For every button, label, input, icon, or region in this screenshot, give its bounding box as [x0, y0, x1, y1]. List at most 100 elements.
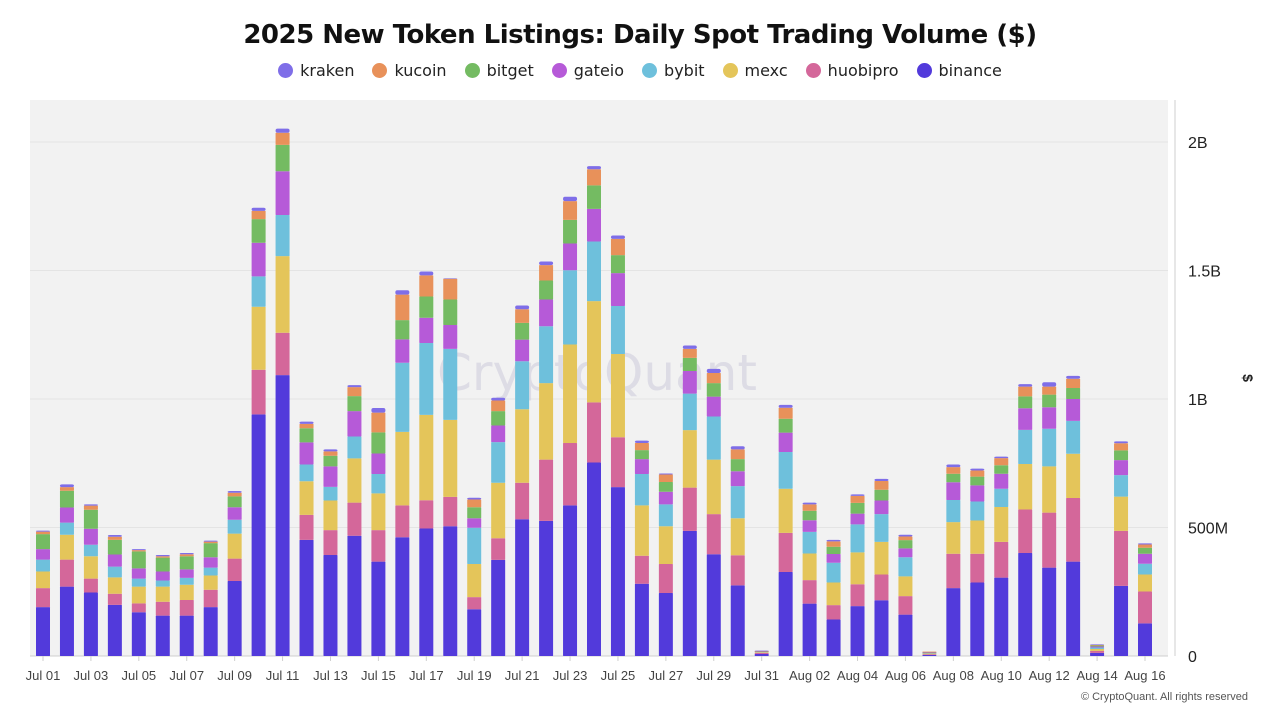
bar-segment-gateio — [131, 568, 146, 579]
bar-segment-kucoin — [730, 449, 745, 460]
bar-segment-mexc — [323, 500, 338, 531]
bar-segment-kucoin — [610, 238, 625, 256]
bar-segment-gateio — [682, 370, 697, 394]
bar-segment-huobipro — [443, 496, 458, 527]
bar-segment-binance — [251, 414, 266, 656]
legend-item-huobipro[interactable]: huobipro — [805, 61, 899, 80]
bar-segment-gateio — [563, 243, 578, 271]
bar-segment-mexc — [922, 653, 937, 655]
bar-segment-bitget — [275, 144, 290, 172]
bar-segment-binance — [275, 375, 290, 656]
bar-segment-bitget — [610, 255, 625, 274]
legend-label: bitget — [486, 61, 534, 80]
bar-segment-gateio — [1066, 399, 1081, 421]
chart-title: 2025 New Token Listings: Daily Spot Trad… — [243, 20, 1037, 50]
bar-segment-kucoin — [1138, 544, 1152, 548]
bar-segment-huobipro — [1090, 650, 1105, 653]
legend-item-bybit[interactable]: bybit — [642, 61, 705, 80]
bar-segment-huobipro — [1114, 530, 1129, 586]
bar-segment-binance — [994, 577, 1009, 656]
legend-item-binance[interactable]: binance — [916, 61, 1002, 80]
legend-swatch — [722, 63, 738, 78]
legend-item-bitget[interactable]: bitget — [464, 61, 534, 80]
bar-segment-huobipro — [682, 487, 697, 531]
bar-segment-binance — [1042, 567, 1057, 656]
y-tick-label: 2B — [1188, 135, 1208, 152]
bar-segment-huobipro — [539, 459, 554, 521]
bar-segment-bitget — [970, 476, 985, 486]
bar-segment-huobipro — [323, 530, 338, 555]
bar-segment-binance — [131, 612, 146, 656]
bar-segment-kucoin — [251, 210, 266, 220]
bar-segment-huobipro — [994, 541, 1009, 578]
bar-segment-kraken — [251, 207, 266, 211]
bar-segment-gateio — [1090, 646, 1105, 648]
bar-segment-kraken — [323, 449, 338, 452]
bar-segment-binance — [323, 554, 338, 656]
bar-segment-binance — [395, 537, 410, 656]
x-tick-label: Jul 23 — [553, 668, 588, 683]
bar-segment-mexc — [1018, 464, 1033, 510]
bar-segment-bybit — [994, 488, 1009, 507]
bar-segment-mexc — [802, 553, 817, 581]
bar-segment-bitget — [179, 556, 194, 570]
bar-segment-kraken — [515, 305, 530, 310]
bar-segment-bitget — [203, 543, 218, 558]
bar-segment-huobipro — [778, 532, 793, 572]
bar-segment-binance — [826, 619, 841, 656]
legend-swatch — [551, 63, 567, 78]
bar-segment-bybit — [539, 326, 554, 384]
bar-segment-kraken — [395, 290, 410, 295]
bar-segment-bitget — [131, 551, 146, 569]
bar-segment-kraken — [802, 502, 817, 505]
bar-segment-gateio — [970, 485, 985, 502]
legend-item-kraken[interactable]: kraken — [278, 61, 354, 80]
bar-segment-bybit — [467, 527, 482, 564]
bar-segment-huobipro — [107, 593, 122, 605]
bar-segment-gateio — [36, 549, 50, 560]
bar-segment-binance — [155, 615, 170, 656]
bar-segment-kucoin — [227, 492, 242, 497]
bar-segment-kucoin — [922, 651, 937, 653]
bar-segment-huobipro — [946, 553, 961, 589]
bar-segment-bitget — [491, 411, 506, 426]
bar-segment-kucoin — [59, 487, 74, 491]
bar-segment-bybit — [443, 348, 458, 420]
bar-segment-binance — [1066, 561, 1081, 656]
bar-segment-kucoin — [515, 309, 530, 323]
bar-segment-mexc — [826, 582, 841, 606]
bar-segment-binance — [754, 653, 769, 656]
bar-segment-bybit — [83, 544, 98, 557]
x-tick-label: Aug 02 — [789, 668, 830, 683]
y-tick-label: 1B — [1188, 392, 1208, 409]
bar-segment-kraken — [59, 484, 74, 488]
legend-item-gateio[interactable]: gateio — [551, 61, 624, 80]
bar-segment-kraken — [83, 504, 98, 506]
bar-segment-mexc — [874, 541, 889, 575]
bar-segment-mexc — [107, 577, 122, 594]
bar-segment-binance — [107, 604, 122, 656]
bar-segment-kraken — [658, 473, 673, 475]
bar-segment-bybit — [706, 416, 721, 460]
bar-segment-gateio — [203, 557, 218, 568]
bar-segment-binance — [850, 606, 865, 656]
bar-segment-gateio — [347, 411, 362, 437]
bar-segment-kraken — [419, 271, 434, 276]
bar-segment-huobipro — [395, 505, 410, 538]
legend-item-mexc[interactable]: mexc — [722, 61, 788, 80]
bar-segment-bitget — [83, 509, 98, 529]
bar-segment-kraken — [179, 552, 194, 555]
legend-item-kucoin[interactable]: kucoin — [372, 61, 447, 80]
bar-segment-bitget — [778, 418, 793, 433]
bar-segment-binance — [658, 593, 673, 656]
bar-segment-gateio — [850, 513, 865, 525]
bar-segment-kraken — [347, 385, 362, 388]
bar-segment-kraken — [778, 404, 793, 408]
bar-segment-binance — [227, 580, 242, 656]
bar-segment-bitget — [587, 185, 601, 209]
bar-segment-bitget — [443, 299, 458, 325]
bar-segment-mexc — [371, 493, 386, 531]
y-tick-label: 500M — [1188, 521, 1228, 538]
bar-segment-huobipro — [371, 530, 386, 562]
bar-segment-gateio — [83, 528, 98, 545]
